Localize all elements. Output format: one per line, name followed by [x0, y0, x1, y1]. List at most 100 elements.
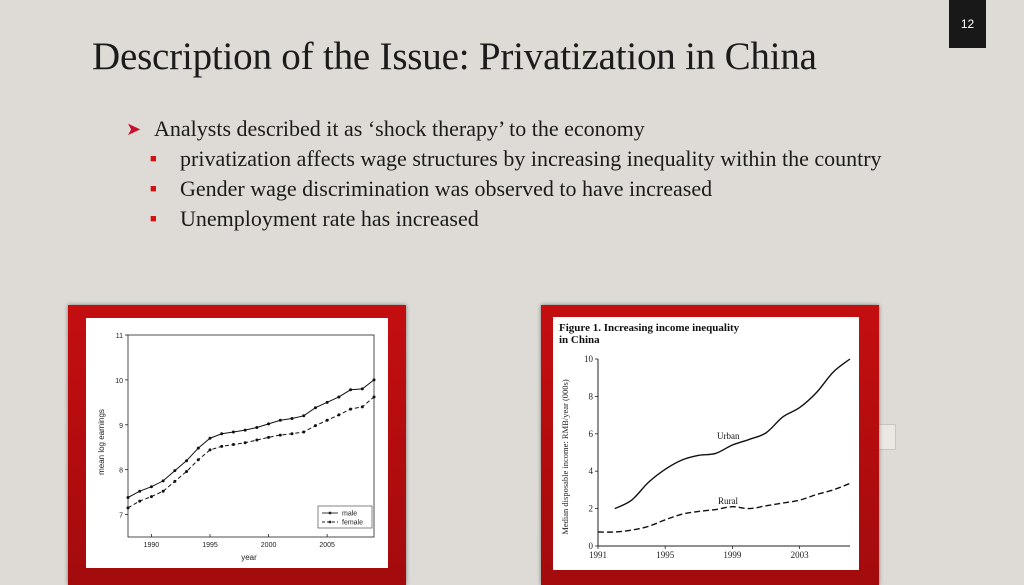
earnings-point-male	[185, 459, 189, 463]
earnings-point-male	[267, 422, 271, 426]
earnings-point-female	[196, 458, 200, 462]
earnings-y-tick-label: 8	[119, 468, 123, 475]
earnings-point-male	[126, 495, 130, 499]
earnings-point-female	[360, 405, 364, 409]
income-chart-title: Figure 1. Increasing income inequality in…	[559, 322, 740, 346]
income-chart-area: Figure 1. Increasing income inequality in…	[553, 317, 859, 570]
earnings-x-tick-label: 2000	[261, 542, 277, 549]
earnings-point-female	[231, 443, 235, 447]
earnings-x-tick-label: 2005	[319, 542, 335, 549]
earnings-point-female	[149, 495, 153, 499]
earnings-point-male	[302, 414, 306, 418]
bullet-list: ➤ Analysts described it as ‘shock therap…	[126, 114, 946, 234]
earnings-point-female	[126, 506, 130, 510]
earnings-point-male	[325, 400, 329, 404]
income-series-urban	[614, 358, 851, 510]
earnings-point-female	[161, 489, 165, 493]
earnings-point-female	[349, 407, 353, 411]
earnings-point-male	[220, 432, 224, 436]
earnings-point-male	[313, 406, 317, 410]
sub-bullet-text: privatization affects wage structures by…	[180, 146, 882, 171]
earnings-point-female	[313, 424, 317, 428]
slide-title: Description of the Issue: Privatization …	[92, 35, 817, 78]
earnings-point-male	[208, 436, 212, 440]
earnings-point-female	[220, 444, 224, 448]
sub-bullet: ■ Unemployment rate has increased	[150, 204, 946, 234]
earnings-chart-frame: mean log earnings year male female 1990 1…	[68, 305, 406, 585]
income-y-tick-label: 4	[589, 466, 594, 476]
earnings-chart: mean log earnings year male female 1990 1…	[97, 333, 376, 562]
square-bullet-icon: ■	[150, 153, 157, 165]
earnings-point-female	[173, 479, 177, 483]
earnings-x-tick-label: 1995	[202, 542, 218, 549]
earnings-series-male	[127, 379, 375, 498]
earnings-point-female	[208, 448, 212, 452]
earnings-point-male	[173, 469, 177, 473]
earnings-x-axis-label: year	[241, 553, 257, 562]
earnings-point-male	[243, 428, 247, 432]
earnings-y-axis-label: mean log earnings	[97, 409, 106, 475]
earnings-point-male	[149, 485, 153, 489]
earnings-point-female	[372, 395, 376, 399]
income-x-tick-label: 1999	[723, 550, 742, 560]
income-plot: 1991 1995 1999 2003 0 2 4 6 8 10	[584, 354, 851, 560]
earnings-point-male	[337, 395, 341, 399]
earnings-point-male	[349, 388, 353, 392]
earnings-point-female	[267, 435, 271, 439]
earnings-chart-area: mean log earnings year male female 1990 1…	[86, 318, 388, 568]
income-y-tick-label: 8	[589, 391, 594, 401]
sub-bullet: ■ Gender wage discrimination was observe…	[150, 174, 946, 204]
income-x-tick-label: 1991	[589, 550, 607, 560]
legend-female-label: female	[342, 520, 363, 527]
arrow-bullet-icon: ➤	[126, 119, 142, 139]
earnings-series-female	[127, 396, 375, 509]
earnings-point-male	[290, 416, 294, 420]
series-label-rural: Rural	[718, 496, 738, 506]
sub-bullet-text: Unemployment rate has increased	[180, 206, 479, 231]
earnings-point-female	[337, 413, 341, 417]
income-x-tick-label: 2003	[791, 550, 810, 560]
earnings-point-female	[185, 469, 189, 473]
sub-bullet-text: Gender wage discrimination was observed …	[180, 176, 713, 201]
income-series-rural	[597, 482, 851, 533]
earnings-point-male	[278, 418, 282, 422]
income-chart: Figure 1. Increasing income inequality in…	[559, 322, 851, 560]
income-chart-frame: Figure 1. Increasing income inequality in…	[541, 305, 879, 585]
slide-number: 12	[949, 0, 986, 48]
sub-bullet: ■ privatization affects wage structures …	[150, 144, 946, 174]
earnings-point-male	[196, 446, 200, 450]
square-bullet-icon: ■	[150, 183, 157, 195]
earnings-point-female	[325, 418, 329, 422]
earnings-y-tick-label: 9	[119, 423, 123, 430]
earnings-point-male	[231, 430, 235, 434]
bullet-main-text: Analysts described it as ‘shock therapy’…	[154, 116, 645, 141]
earnings-point-female	[243, 441, 247, 445]
placeholder-handle	[878, 424, 896, 450]
earnings-point-female	[302, 430, 306, 434]
square-bullet-icon: ■	[150, 213, 157, 225]
income-y-tick-label: 2	[589, 504, 594, 514]
earnings-point-male	[138, 489, 142, 493]
earnings-legend: male female	[317, 505, 373, 529]
income-x-tick-label: 1995	[656, 550, 675, 560]
sub-bullet-list: ■ privatization affects wage structures …	[150, 144, 946, 234]
earnings-y-tick-label: 10	[115, 378, 123, 385]
earnings-y-tick-label: 7	[119, 513, 123, 520]
legend-male-label: male	[342, 511, 357, 518]
earnings-x-tick-label: 1990	[144, 542, 160, 549]
earnings-plot: 1990 1995 2000 2005 7 8 9 10 11	[115, 333, 376, 549]
earnings-y-tick-label: 11	[116, 333, 123, 340]
earnings-point-female	[290, 432, 294, 436]
earnings-point-male	[255, 425, 259, 429]
earnings-point-male	[360, 387, 364, 391]
income-y-tick-label: 0	[589, 541, 594, 551]
income-y-axis-label: Median disposable income: RMB/year (000s…	[560, 379, 570, 535]
income-y-tick-label: 6	[589, 429, 594, 439]
earnings-point-male	[161, 479, 165, 483]
earnings-point-male	[372, 378, 376, 382]
earnings-point-female	[138, 499, 142, 503]
earnings-axes-frame	[127, 334, 375, 538]
earnings-point-female	[278, 433, 282, 437]
income-y-tick-label: 10	[584, 354, 594, 364]
series-label-urban: Urban	[717, 431, 740, 441]
